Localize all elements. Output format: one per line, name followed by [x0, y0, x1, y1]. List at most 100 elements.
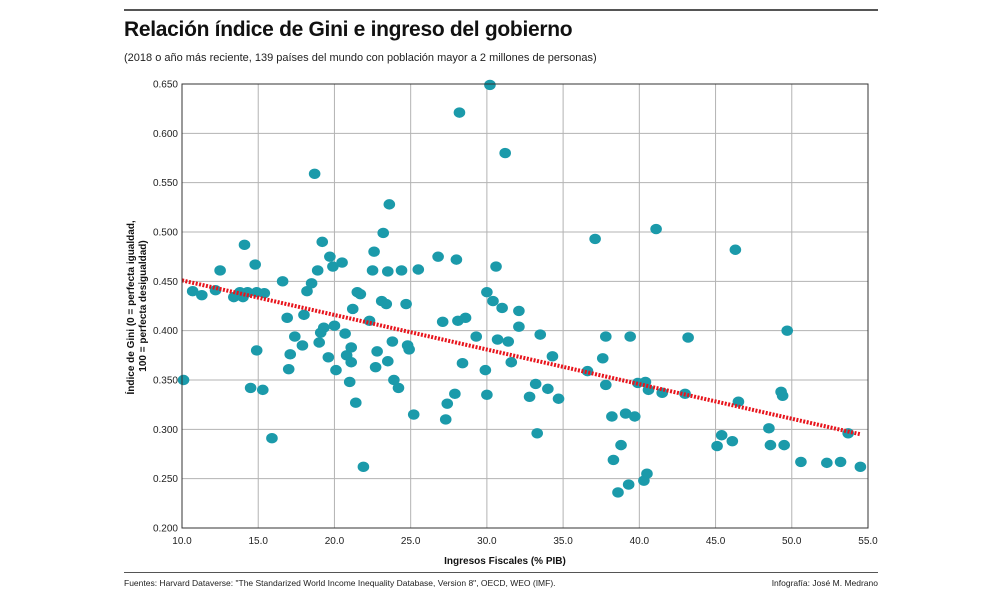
x-axis-title: Ingresos Fiscales (% PIB): [444, 556, 566, 567]
data-point: [619, 408, 632, 419]
data-point: [301, 286, 313, 297]
data-point: [238, 239, 251, 251]
data-point: [523, 391, 536, 402]
data-point: [715, 430, 728, 441]
data-point: [345, 342, 358, 353]
data-point: [349, 397, 362, 408]
y-tick-label: 0.350: [153, 376, 178, 387]
y-axis-ticks: 0.200 0.250 0.300 0.350 0.400 0.450 0.500 0.550…: [153, 80, 178, 535]
data-point: [552, 393, 565, 404]
x-tick-label: 40.0: [630, 536, 650, 547]
data-point: [313, 337, 326, 348]
x-tick-label: 30.0: [477, 536, 497, 547]
bottom-rule: [124, 572, 878, 573]
data-point: [453, 107, 466, 118]
grid-lines: [182, 84, 868, 528]
y-tick-label: 0.200: [153, 524, 178, 535]
data-point: [542, 383, 554, 395]
x-tick-label: 55.0: [858, 536, 878, 547]
credit-note: Infografía: José M. Medrano: [771, 578, 878, 588]
data-point: [276, 276, 289, 287]
data-point: [502, 336, 515, 347]
y-tick-label: 0.600: [153, 129, 178, 140]
x-tick-label: 15.0: [248, 536, 268, 547]
data-point: [316, 236, 329, 248]
data-point: [484, 79, 496, 91]
data-point: [311, 265, 324, 276]
data-point: [781, 325, 794, 336]
data-point: [529, 378, 542, 390]
data-point: [490, 261, 502, 272]
data-point: [327, 261, 339, 272]
data-point: [209, 285, 222, 296]
data-point: [615, 439, 627, 451]
data-point: [481, 389, 493, 400]
data-point: [305, 278, 318, 289]
data-point: [854, 461, 867, 473]
x-tick-label: 20.0: [325, 536, 345, 547]
data-point: [534, 329, 547, 340]
data-point: [441, 398, 454, 409]
data-point: [436, 316, 449, 327]
data-point: [795, 456, 807, 468]
data-point: [612, 487, 624, 498]
data-point: [513, 305, 525, 317]
data-point: [481, 286, 493, 298]
data-point: [382, 356, 394, 367]
data-point: [682, 332, 694, 343]
data-point: [298, 309, 310, 321]
data-point: [395, 265, 408, 276]
data-point: [377, 227, 390, 239]
data-point: [284, 349, 297, 360]
y-tick-label: 0.250: [153, 474, 178, 485]
data-point: [368, 246, 380, 257]
plot-frame: [181, 83, 869, 529]
data-point: [244, 382, 257, 394]
y-tick-label: 0.550: [153, 178, 178, 189]
y-tick-label: 0.450: [153, 277, 178, 288]
data-point: [330, 364, 342, 376]
y-axis-title-line-1: Índice de Gini (0 = perfecta igualdad,: [124, 220, 137, 394]
data-point: [250, 345, 263, 356]
y-tick-label: 0.300: [153, 425, 178, 436]
data-point: [449, 388, 461, 400]
data-point: [289, 331, 301, 342]
data-point: [499, 147, 511, 159]
data-point: [432, 251, 444, 262]
data-point: [382, 266, 394, 277]
data-point: [596, 353, 609, 364]
data-point: [282, 363, 295, 375]
chart-title: Relación índice de Gini e ingreso del go…: [124, 18, 573, 41]
source-note: Fuentes: Harvard Dataverse: "The Standar…: [124, 578, 556, 588]
x-axis-ticks: 10.0 15.0 20.0 25.0 30.0 35.0 40.0 45.0 50.0 55.0: [172, 536, 878, 547]
data-point: [369, 361, 382, 373]
x-tick-label: 35.0: [553, 536, 573, 547]
data-point: [336, 257, 348, 268]
data-point: [607, 454, 620, 466]
data-point: [606, 411, 618, 422]
data-point: [778, 439, 790, 451]
data-point: [177, 374, 190, 386]
data-point: [186, 286, 199, 297]
y-tick-label: 0.650: [153, 80, 178, 91]
data-point: [324, 251, 336, 262]
x-tick-label: 25.0: [401, 536, 421, 547]
data-point: [599, 331, 612, 342]
data-point: [729, 244, 742, 255]
y-tick-label: 0.400: [153, 326, 178, 337]
data-point: [450, 254, 463, 265]
data-point: [343, 376, 356, 388]
data-points: [177, 79, 867, 498]
data-point: [296, 340, 309, 351]
data-point: [834, 456, 847, 468]
data-point: [732, 396, 745, 407]
data-point: [392, 382, 405, 394]
chart-subtitle: (2018 o año más reciente, 139 países del…: [124, 52, 597, 64]
data-point: [322, 352, 335, 363]
data-point: [249, 259, 261, 270]
data-point: [403, 344, 415, 355]
data-point: [624, 331, 636, 342]
data-point: [383, 199, 396, 210]
data-point: [776, 390, 789, 401]
